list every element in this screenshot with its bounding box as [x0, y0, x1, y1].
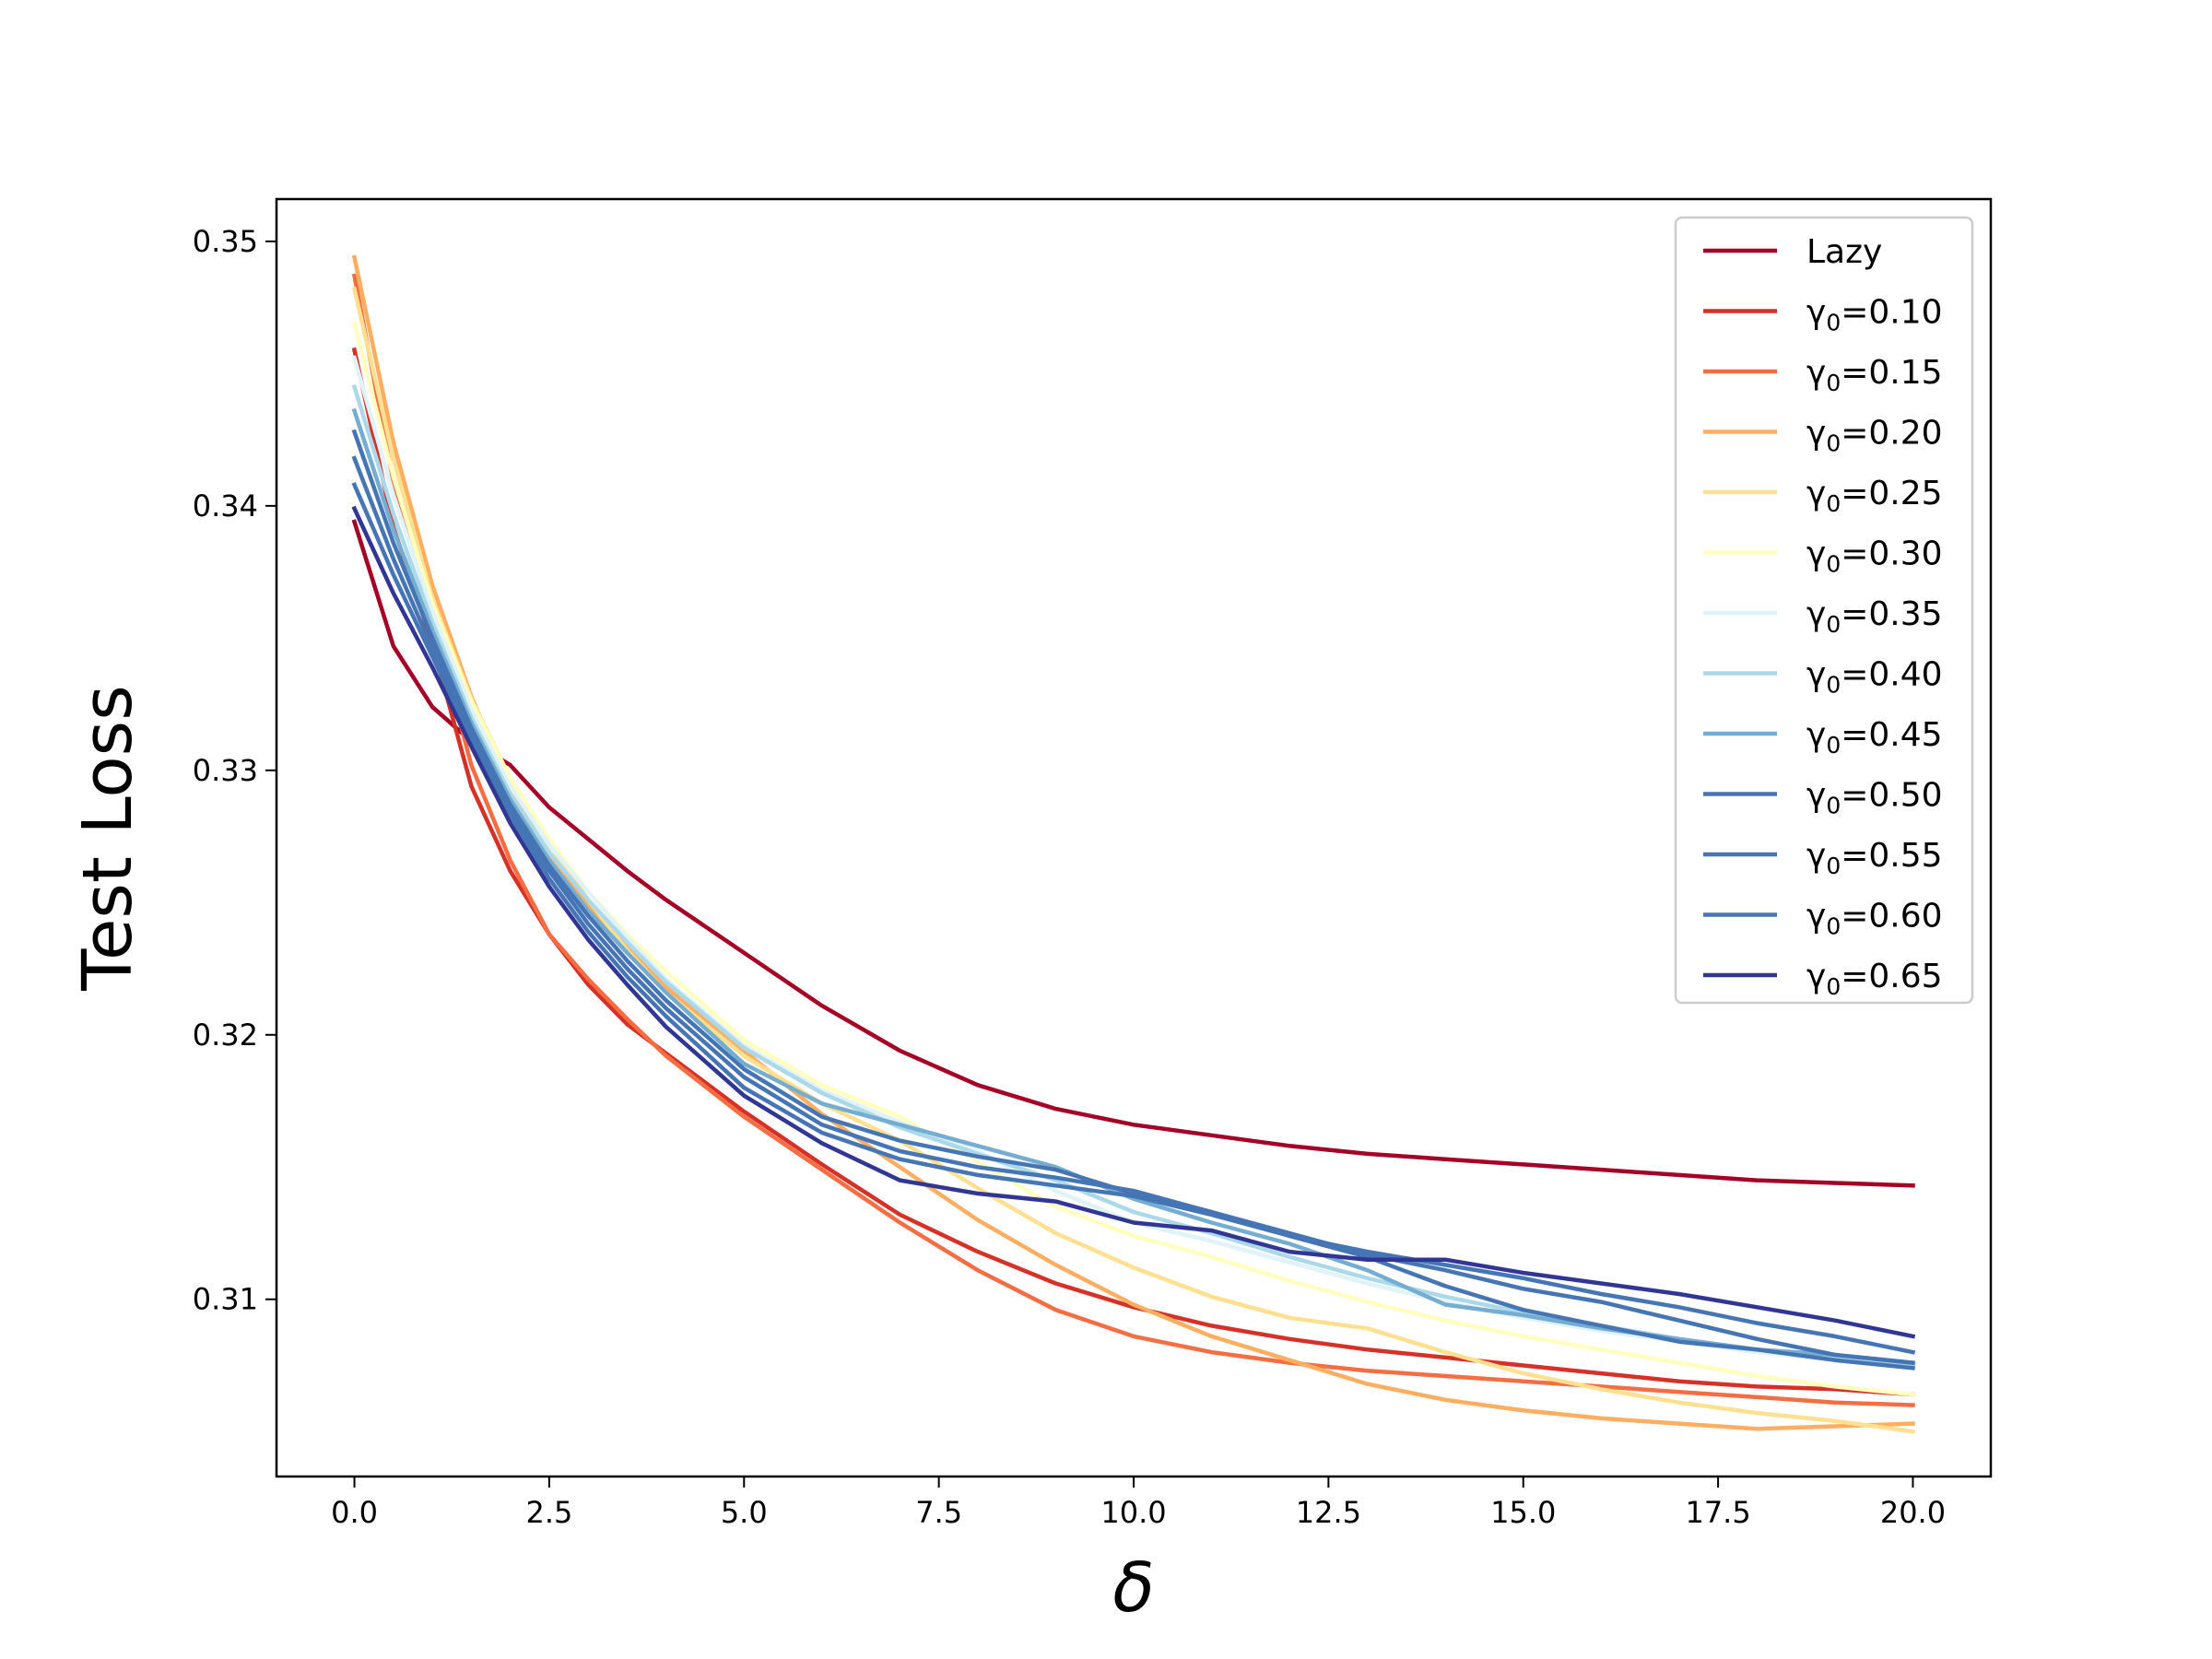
legend-label-5: γ0=0.30 [1806, 535, 1943, 578]
legend-label-1: γ0=0.10 [1806, 294, 1943, 336]
series-line-6 [351, 355, 1915, 1371]
x-tick-label: 17.5 [1685, 1495, 1750, 1530]
series-line-8 [351, 407, 1915, 1366]
y-tick-label: 0.32 [193, 1018, 258, 1053]
y-axis-label: Test Loss [68, 685, 147, 992]
x-axis: 0.0 2.5 5.0 7.5 10.0 12.5 15.0 17.5 20.0 [331, 1477, 1946, 1530]
series-line-0 [351, 519, 1915, 1188]
series-line-12 [351, 505, 1916, 1339]
series-line-5 [351, 321, 1915, 1397]
legend-label-6: γ0=0.35 [1806, 595, 1943, 638]
series-line-11 [351, 481, 1916, 1355]
series-line-9 [351, 429, 1915, 1371]
legend-label-8: γ0=0.45 [1806, 716, 1943, 759]
legend-label-3: γ0=0.20 [1806, 415, 1943, 457]
legend-label-2: γ0=0.15 [1806, 354, 1943, 396]
y-tick-label: 0.33 [193, 753, 258, 788]
legend-label-4: γ0=0.25 [1806, 475, 1943, 517]
legend-label-7: γ0=0.40 [1806, 656, 1943, 699]
x-tick-label: 0.0 [331, 1495, 378, 1530]
x-tick-label: 12.5 [1296, 1495, 1361, 1530]
x-axis-label: δ [1112, 1548, 1154, 1628]
y-axis: 0.31 0.32 0.33 0.34 0.35 [193, 224, 276, 1317]
legend-label-9: γ0=0.50 [1806, 777, 1943, 819]
x-tick-label: 15.0 [1490, 1495, 1556, 1530]
legend-label-10: γ0=0.55 [1806, 837, 1943, 879]
legend: Lazy γ0=0.10 γ0=0.15 γ0=0.20 γ0=0.25 γ0=0.30 γ… [1674, 216, 1974, 1005]
legend-label-12: γ0=0.65 [1806, 958, 1943, 1000]
x-tick-label: 20.0 [1880, 1495, 1946, 1530]
x-tick-label: 7.5 [915, 1495, 962, 1530]
series-line-10 [351, 455, 1915, 1366]
legend-label-0: Lazy [1806, 233, 1882, 271]
y-tick-label: 0.35 [193, 224, 258, 259]
series-line-1 [351, 347, 1915, 1397]
y-tick-label: 0.31 [193, 1282, 258, 1317]
x-tick-label: 2.5 [525, 1495, 572, 1530]
x-tick-label: 5.0 [721, 1495, 768, 1530]
x-tick-label: 10.0 [1100, 1495, 1166, 1530]
series-layer [351, 254, 1916, 1434]
y-tick-label: 0.34 [193, 488, 258, 524]
series-line-2 [351, 273, 1915, 1407]
legend-label-11: γ0=0.60 [1806, 898, 1943, 940]
legend-box [1674, 216, 1974, 1005]
